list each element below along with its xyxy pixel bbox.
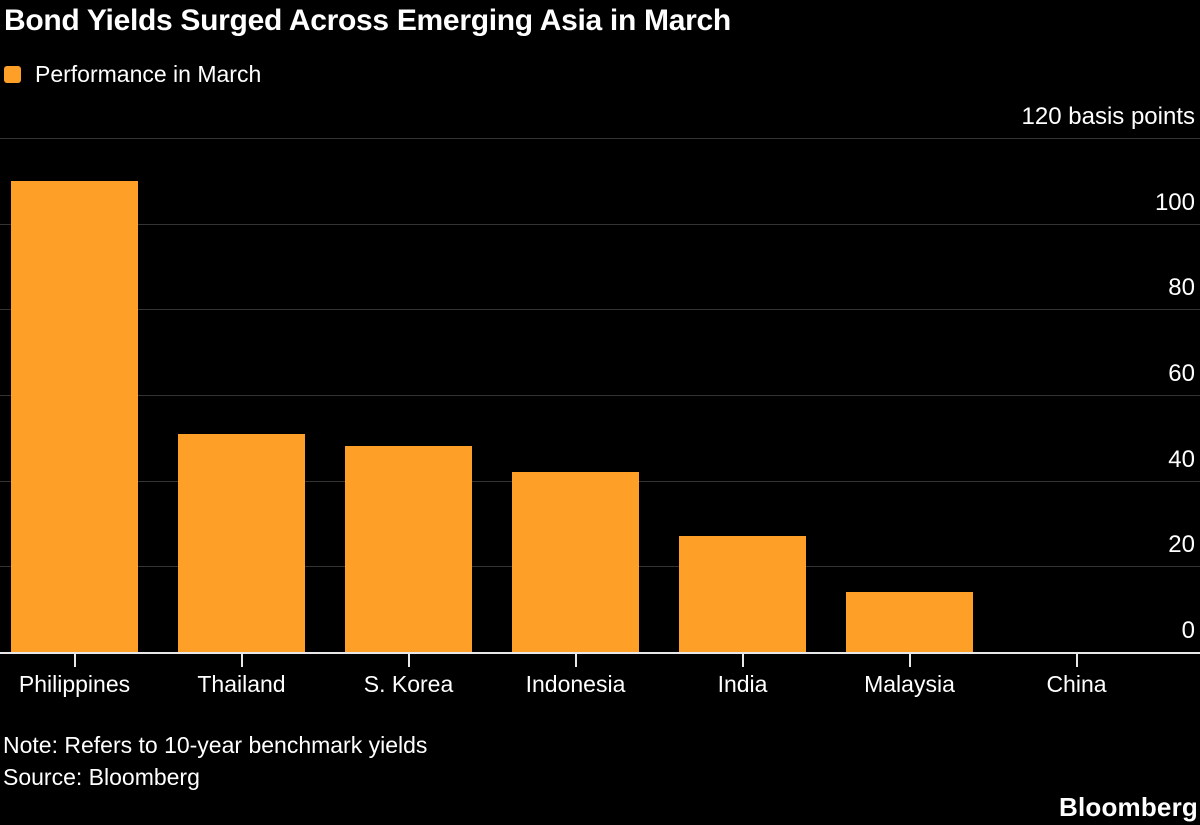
x-axis-label-philippines: Philippines bbox=[18, 671, 131, 697]
x-axis-label-indonesia: Indonesia bbox=[525, 671, 626, 697]
x-axis-tick-s-korea bbox=[408, 654, 410, 667]
x-axis-tick-philippines bbox=[74, 654, 76, 667]
x-axis-label-india: India bbox=[717, 671, 768, 697]
x-axis-tick-malaysia bbox=[909, 654, 911, 667]
x-axis-line bbox=[0, 652, 1200, 654]
note-text: Note: Refers to 10-year benchmark yields bbox=[3, 732, 428, 758]
x-axis-label-thailand: Thailand bbox=[197, 671, 286, 697]
bloomberg-logo: Bloomberg bbox=[1058, 792, 1198, 822]
y-axis-tick-label-80: 80 bbox=[1168, 274, 1195, 301]
x-axis-label-s-korea: S. Korea bbox=[363, 671, 454, 697]
y-axis-tick-label-60: 60 bbox=[1168, 360, 1195, 387]
chart-title: Bond Yields Surged Across Emerging Asia … bbox=[4, 4, 731, 37]
source-text: Source: Bloomberg bbox=[3, 764, 200, 790]
y-axis-tick-label-20: 20 bbox=[1168, 531, 1195, 558]
gridline-60 bbox=[0, 395, 1200, 396]
bar-indonesia bbox=[512, 472, 639, 652]
x-axis-tick-thailand bbox=[241, 654, 243, 667]
x-axis-tick-india bbox=[742, 654, 744, 667]
bar-s-korea bbox=[345, 446, 472, 652]
x-axis-label-malaysia: Malaysia bbox=[864, 671, 955, 697]
x-axis-tick-china bbox=[1076, 654, 1078, 667]
bar-india bbox=[679, 536, 806, 652]
y-axis-tick-label-120: 120 basis points bbox=[1021, 103, 1195, 130]
legend-swatch-icon bbox=[4, 66, 21, 83]
bar-thailand bbox=[178, 434, 305, 652]
gridline-120 bbox=[0, 138, 1200, 139]
y-axis-tick-label-0: 0 bbox=[1181, 617, 1195, 644]
legend: Performance in March bbox=[4, 61, 261, 88]
gridline-100 bbox=[0, 224, 1200, 225]
bar-malaysia bbox=[846, 592, 973, 652]
x-axis-label-china: China bbox=[1046, 671, 1107, 697]
y-axis-tick-label-40: 40 bbox=[1168, 446, 1195, 473]
gridline-80 bbox=[0, 309, 1200, 310]
legend-label: Performance in March bbox=[35, 61, 262, 87]
bar-philippines bbox=[11, 181, 138, 652]
x-axis-tick-indonesia bbox=[575, 654, 577, 667]
y-axis-tick-label-100: 100 bbox=[1154, 189, 1195, 216]
